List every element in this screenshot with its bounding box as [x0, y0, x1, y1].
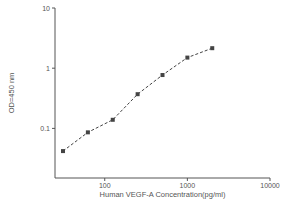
- x-tick-label: 10000: [260, 182, 280, 189]
- y-axis-title: OD=450 nm: [7, 73, 16, 114]
- x-tick: [270, 178, 271, 181]
- y-axis: [55, 8, 56, 178]
- y-tick-label: 10: [42, 5, 50, 12]
- data-point: [136, 92, 140, 96]
- x-axis: [55, 178, 270, 179]
- chart-svg: 0.1 1 10 100 1000 10000 Human VEGF-A Concentra…: [0, 0, 300, 200]
- y-tick-label: 0.1: [40, 125, 50, 132]
- chart-container: 0.1 1 10 100 1000 10000 Human VEGF-A Concentra…: [0, 0, 300, 200]
- series-line: [63, 48, 212, 151]
- x-axis-title: Human VEGF-A Concentration(pg/ml): [100, 190, 226, 199]
- x-tick-label: 1000: [180, 182, 196, 189]
- y-tick: [52, 68, 55, 69]
- x-tick-label: 100: [99, 182, 111, 189]
- x-tick: [104, 178, 105, 181]
- y-tick: [52, 8, 55, 9]
- data-point: [111, 118, 115, 122]
- data-point: [86, 130, 90, 134]
- y-tick: [52, 128, 55, 129]
- data-point: [185, 56, 189, 60]
- x-tick: [187, 178, 188, 181]
- data-point: [61, 149, 65, 153]
- y-tick-label: 1: [46, 65, 50, 72]
- background: [0, 0, 300, 200]
- data-point: [210, 46, 214, 50]
- plot-area: [61, 46, 214, 153]
- data-point: [161, 73, 165, 77]
